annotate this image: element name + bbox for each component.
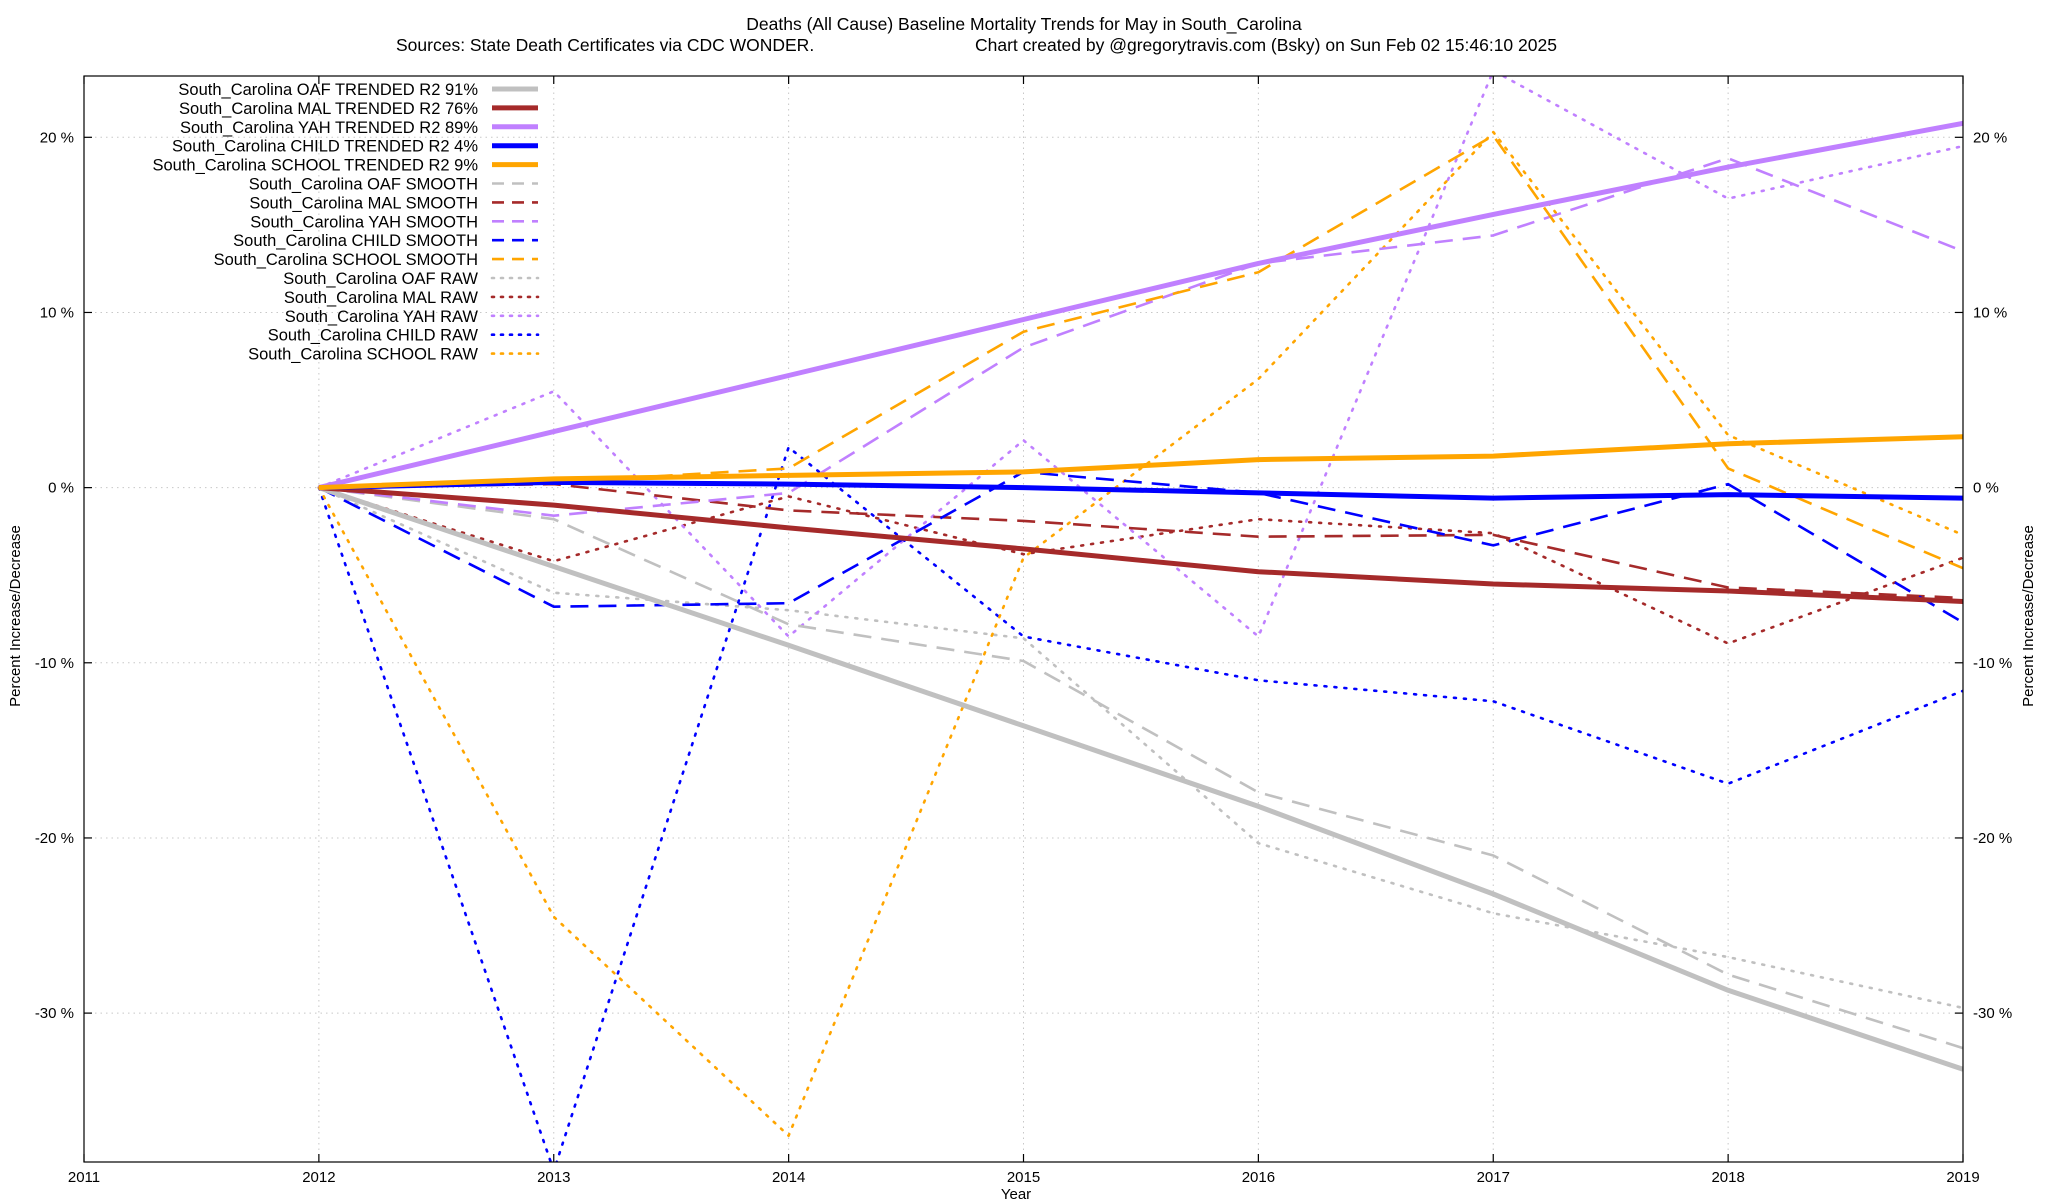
series-line-south-carolina-school-raw: [317, 130, 1963, 1137]
legend-label: South_Carolina SCHOOL RAW: [248, 346, 478, 364]
y-tick-label: 0 %: [48, 480, 74, 497]
series-line-south-carolina-child-raw: [317, 445, 1963, 1162]
legend-label: South_Carolina OAF TRENDED R2 91%: [178, 81, 478, 99]
series-line-south-carolina-yah-smooth: [318, 157, 1963, 518]
y2-tick-label: 0 %: [1973, 480, 1999, 497]
series-line-south-carolina-oaf-raw: [317, 486, 1963, 1010]
x-tick-label: 2017: [1477, 1169, 1510, 1186]
legend-label: South_Carolina SCHOOL TRENDED R2 9%: [152, 157, 478, 175]
y-tick-label: -30 %: [35, 1005, 74, 1022]
legend: South_Carolina OAF TRENDED R2 91%South_C…: [152, 81, 540, 364]
series-line-south-carolina-child-trended-r2-4: [318, 479, 1963, 501]
y-tick-label: -20 %: [35, 830, 74, 847]
legend-label: South_Carolina CHILD TRENDED R2 4%: [172, 138, 478, 156]
series-line-south-carolina-mal-trended-r2-76: [318, 485, 1963, 604]
y2-tick-label: -10 %: [1973, 655, 2012, 672]
tick-labels: 2011 2012 2013 2014 2015 2016 2017 2018 2019 20 %…: [35, 76, 2012, 1186]
series-line-south-carolina-child-smooth: [318, 470, 1963, 624]
legend-label: South_Carolina MAL SMOOTH: [249, 194, 478, 212]
series-line-south-carolina-school-smooth: [318, 134, 1963, 570]
legend-label: South_Carolina YAH TRENDED R2 89%: [180, 119, 478, 137]
x-tick-label: 2011: [68, 1169, 100, 1186]
series-lines: [317, 76, 1963, 1162]
chart-subtitle-credit: Chart created by @gregorytravis.com (Bsk…: [975, 35, 1557, 55]
legend-label: South_Carolina MAL RAW: [284, 289, 479, 307]
x-tick-label: 2014: [772, 1169, 805, 1186]
legend-label: South_Carolina CHILD SMOOTH: [233, 232, 478, 250]
legend-label: South_Carolina OAF SMOOTH: [249, 176, 478, 194]
y2-tick-label: 10 %: [1973, 304, 2007, 321]
y-tick-label: 20 %: [40, 129, 74, 146]
legend-label: South_Carolina CHILD RAW: [268, 327, 479, 345]
legend-label: South_Carolina OAF RAW: [283, 270, 478, 288]
y2-tick-label: 20 %: [1973, 129, 2007, 146]
x-tick-label: 2013: [537, 1169, 570, 1186]
y2-tick-label: -20 %: [1973, 830, 2012, 847]
x-tick-label: 2015: [1007, 1169, 1040, 1186]
series-line-south-carolina-mal-raw: [317, 486, 1963, 645]
legend-label: South_Carolina YAH RAW: [285, 308, 479, 326]
series-line-south-carolina-yah-raw: [317, 76, 1963, 638]
series-line-south-carolina-school-trended-r2-9: [318, 434, 1963, 491]
x-tick-label: 2018: [1711, 1169, 1744, 1186]
chart-subtitle-sources: Sources: State Death Certificates via CD…: [396, 35, 814, 55]
chart-title: Deaths (All Cause) Baseline Mortality Tr…: [746, 14, 1302, 35]
y-axis-label: Percent Increase/Decrease: [7, 525, 24, 707]
legend-label: South_Carolina YAH SMOOTH: [250, 213, 478, 231]
x-tick-label: 2012: [302, 1169, 335, 1186]
legend-label: South_Carolina SCHOOL SMOOTH: [214, 251, 478, 269]
series-line-south-carolina-oaf-smooth: [318, 486, 1963, 1050]
y2-tick-label: -30 %: [1973, 1005, 2012, 1022]
x-tick-label: 2019: [1946, 1169, 1979, 1186]
legend-label: South_Carolina MAL TRENDED R2 76%: [179, 100, 478, 118]
x-axis-label: Year: [1001, 1186, 1031, 1200]
series-line-south-carolina-oaf-trended-r2-91: [318, 485, 1963, 1072]
y-tick-label: 10 %: [40, 304, 74, 321]
series-line-south-carolina-mal-smooth: [318, 482, 1963, 600]
x-tick-label: 2016: [1242, 1169, 1275, 1186]
series-line-south-carolina-yah-trended-r2-89: [318, 120, 1963, 491]
y-tick-label: -10 %: [35, 655, 74, 672]
y2-axis-label: Percent Increase/Decrease: [2020, 525, 2037, 707]
